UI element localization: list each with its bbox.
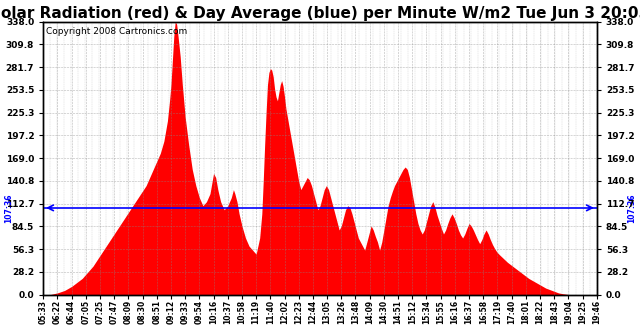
Title: Solar Radiation (red) & Day Average (blue) per Minute W/m2 Tue Jun 3 20:05: Solar Radiation (red) & Day Average (blu… [0,6,640,20]
Text: 107:36: 107:36 [4,193,13,223]
Text: 107:36: 107:36 [627,193,636,223]
Text: Copyright 2008 Cartronics.com: Copyright 2008 Cartronics.com [46,27,188,36]
